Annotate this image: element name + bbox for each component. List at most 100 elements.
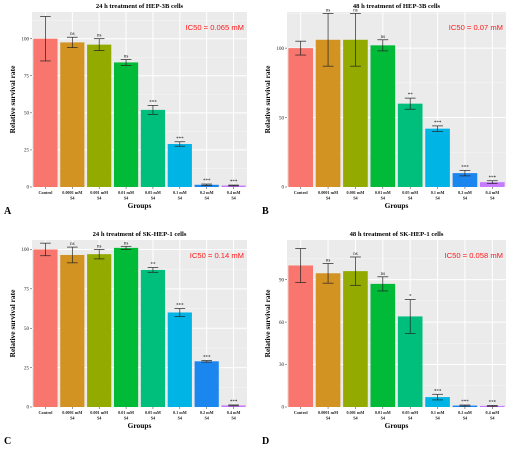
chart-d-significance-label: *** <box>461 400 469 405</box>
chart-d-x-tick-label: 0.2 mM <box>458 410 472 415</box>
chart-d-x-axis-label: Groups <box>385 421 409 430</box>
chart-d-significance-label: *** <box>489 400 497 405</box>
chart-b-x-axis-label: Groups <box>385 201 409 210</box>
chart-a-significance-label: ns <box>124 54 129 59</box>
chart-b-x-tick-label: 0.05 mM <box>402 190 418 195</box>
chart-c-significance-label: ns <box>70 242 75 247</box>
chart-a-y-tick-label: 25 <box>24 149 30 154</box>
chart-c-x-tick-label: 0.05 mM <box>145 410 161 415</box>
chart-a-bar <box>167 143 192 187</box>
chart-c-y-tick-label: 75 <box>24 288 30 293</box>
chart-c-y-tick-label: 25 <box>24 366 30 371</box>
chart-c-y-axis-label: Relative survival rate <box>8 289 17 357</box>
chart-c-y-tick-label: 100 <box>22 248 30 253</box>
chart-b-x-tick-sublabel: S4 <box>381 196 386 201</box>
chart-d-x-tick-sublabel: S4 <box>463 416 468 421</box>
chart-a-x-tick-sublabel: S4 <box>124 196 129 201</box>
chart-b-significance-label: ns <box>381 35 386 40</box>
chart-c-x-tick-sublabel: S4 <box>70 416 75 421</box>
chart-b-bar <box>452 173 478 187</box>
chart-c-x-tick-sublabel: S4 <box>204 416 209 421</box>
chart-c-significance-label: *** <box>176 304 184 309</box>
chart-b-title: 48 h treatment of HEP-3B cells <box>353 3 441 10</box>
chart-a-significance-label: *** <box>176 137 184 142</box>
chart-a-bar <box>113 62 139 187</box>
chart-c-x-tick-label: 0.2 mM <box>200 410 214 415</box>
chart-d-title: 48 h treatment of SK-HEP-1 cells <box>350 231 444 238</box>
chart-d-bar <box>343 271 368 407</box>
chart-b-significance-label: *** <box>489 176 497 181</box>
chart-a-x-tick-label: 0.0001 mM <box>62 190 82 195</box>
chart-a-ic50-annotation: IC50 = 0.065 mM <box>186 23 244 32</box>
chart-a-x-tick-label: 0.01 mM <box>118 190 134 195</box>
chart-c-significance-label: *** <box>230 400 238 405</box>
chart-b-x-tick-label: 0.01 mM <box>375 190 391 195</box>
chart-d-x-tick-label: 0.05 mM <box>402 410 418 415</box>
chart-b-x-tick-label: 0.4 mM <box>485 190 499 195</box>
chart-a-significance-label: *** <box>203 179 211 184</box>
chart-d-panel-letter: D <box>262 436 269 447</box>
chart-b-x-tick-label: 0.2 mM <box>458 190 472 195</box>
chart-b-significance-label: ns <box>326 8 331 13</box>
chart-d-y-tick-label: 0 <box>282 406 285 411</box>
chart-c-significance-label: ** <box>150 263 156 268</box>
chart-b-significance-label: ** <box>408 93 414 98</box>
chart-a-title: 24 h treatment of HEP-3B cells <box>96 3 184 10</box>
chart-d-y-tick-label: 30 <box>279 363 285 368</box>
chart-d-x-tick-sublabel: S4 <box>381 416 386 421</box>
chart-d-bar <box>288 265 314 407</box>
chart-c-bar <box>60 254 85 407</box>
chart-b-x-tick-sublabel: S4 <box>408 196 413 201</box>
chart-c-bar <box>194 361 219 407</box>
chart-b-bar <box>479 182 505 187</box>
chart-a-x-tick-sublabel: S4 <box>204 196 209 201</box>
chart-b-x-tick-sublabel: S4 <box>353 196 358 201</box>
chart-d-x-tick-sublabel: S4 <box>408 416 413 421</box>
chart-d-significance-label: ns <box>353 252 358 257</box>
chart-b-panel-letter: B <box>262 206 269 217</box>
chart-c-x-tick-label: 0.4 mM <box>227 410 241 415</box>
chart-b-bar <box>425 128 450 187</box>
chart-c-x-tick-sublabel: S4 <box>178 416 183 421</box>
chart-d-bar <box>425 397 450 407</box>
chart-c-y-tick-label: 0 <box>27 406 30 411</box>
chart-d-x-tick-label: 0.001 mM <box>346 410 364 415</box>
chart-a-x-tick-label: 0.1 mM <box>173 190 187 195</box>
chart-a-significance-label: *** <box>149 100 157 105</box>
chart-a-significance-label: ns <box>70 32 75 37</box>
chart-b-bar <box>397 103 423 187</box>
chart-c-x-tick-label: 0.001 mM <box>90 410 108 415</box>
chart-d-ic50-annotation: IC50 = 0.058 mM <box>445 251 503 260</box>
chart-d-x-tick-label: 0.1 mM <box>431 410 445 415</box>
chart-b-ic50-annotation: IC50 = 0.07 mM <box>449 23 503 32</box>
chart-a-bar <box>87 44 112 187</box>
chart-c-significance-label: ns <box>124 241 129 246</box>
chart-d-bar <box>370 283 396 407</box>
chart-d-x-tick-sublabel: S4 <box>490 416 495 421</box>
chart-a-y-axis-label: Relative survival rate <box>8 65 17 133</box>
chart-c-x-tick-sublabel: S4 <box>151 416 156 421</box>
chart-d-x-tick-label: 0.4 mM <box>485 410 499 415</box>
chart-b-x-tick-label: Control <box>294 190 309 195</box>
chart-c-x-tick-label: Control <box>38 410 53 415</box>
chart-d-y-axis-label: Relative survival rate <box>263 289 272 357</box>
chart-b-x-tick-sublabel: S4 <box>490 196 495 201</box>
chart-b-x-tick-label: 0.001 mM <box>346 190 364 195</box>
chart-a-y-tick-label: 50 <box>24 112 30 117</box>
chart-a-panel-letter: A <box>4 206 12 217</box>
chart-c-significance-label: ns <box>97 244 102 249</box>
chart-c-y-tick-label: 50 <box>24 327 30 332</box>
chart-d-x-tick-sublabel: S4 <box>353 416 358 421</box>
chart-a-y-tick-label: 100 <box>22 37 30 42</box>
chart-c-x-tick-label: 0.1 mM <box>173 410 187 415</box>
chart-b-y-tick-label: 100 <box>277 47 285 52</box>
chart-d-x-tick-label: 0.0001 mM <box>318 410 338 415</box>
chart-a-x-tick-label: 0.05 mM <box>145 190 161 195</box>
chart-c-bar <box>113 247 139 407</box>
chart-a-x-tick-label: 0.001 mM <box>90 190 108 195</box>
chart-d-x-tick-sublabel: S4 <box>435 416 440 421</box>
chart-a-x-tick-label: 0.2 mM <box>200 190 214 195</box>
chart-d-significance-label: *** <box>434 389 442 394</box>
chart-b-x-tick-label: 0.0001 mM <box>318 190 338 195</box>
